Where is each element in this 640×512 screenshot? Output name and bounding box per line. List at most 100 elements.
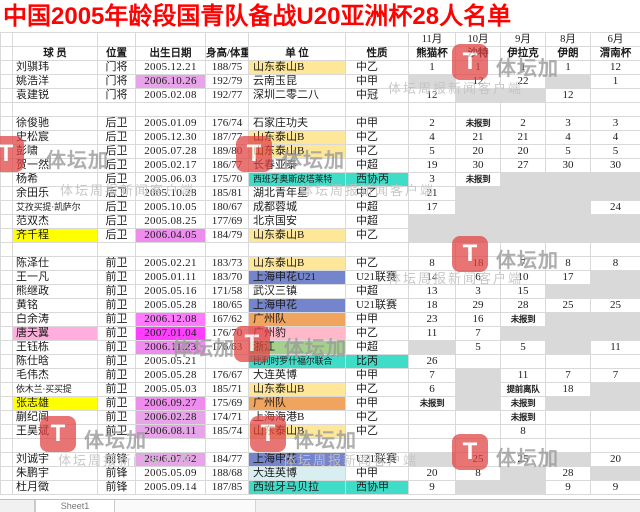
callup-cell[interactable]: 5 [455,340,501,355]
callup-cell[interactable] [500,172,546,187]
edge-cell[interactable] [0,480,13,495]
position-cell[interactable]: 前卫 [97,312,136,327]
callup-cell[interactable] [590,396,640,411]
empty-cell[interactable] [408,102,456,117]
edge-cell[interactable] [0,60,13,75]
height-weight-cell[interactable]: 188/75 [205,60,249,75]
empty-cell[interactable] [545,438,591,453]
callup-cell[interactable] [455,480,501,495]
club-cell[interactable]: 北京国安 [248,214,346,229]
edge-cell[interactable] [0,228,13,243]
birthdate-cell[interactable]: 2006.12.08 [135,312,206,327]
edge-cell[interactable] [0,116,13,131]
club-cell[interactable]: 山东泰山B [248,228,346,243]
position-cell[interactable]: 后卫 [97,214,136,229]
callup-cell[interactable]: 3 [545,116,591,131]
birthdate-cell[interactable]: 2006.08.11 [135,424,206,439]
callup-cell[interactable]: 3 [455,284,501,299]
player-name-cell[interactable]: 齐千程 [12,228,98,243]
edge-cell[interactable] [0,270,13,285]
edge-cell[interactable] [0,200,13,215]
club-cell[interactable]: 上海海港B [248,410,346,425]
empty-cell[interactable] [455,102,501,117]
club-cell[interactable]: 石家庄功夫 [248,116,346,131]
player-name-cell[interactable]: 王钰栋 [12,340,98,355]
callup-cell[interactable]: 1 [500,60,546,75]
header-height-weight[interactable]: 身高/体重 [205,46,249,61]
callup-cell[interactable] [545,312,591,327]
club-cell[interactable]: 成都蓉城 [248,200,346,215]
empty-cell[interactable] [97,242,136,257]
callup-cell[interactable]: 5 [590,144,640,159]
month-header[interactable]: 6月 [590,32,640,47]
edge-cell[interactable] [0,144,13,159]
callup-cell[interactable]: 25 [590,298,640,313]
callup-cell[interactable]: 11 [590,340,640,355]
height-weight-cell[interactable]: 171/58 [205,284,249,299]
league-cell[interactable]: 中乙 [345,326,409,341]
callup-cell[interactable] [590,410,640,425]
player-name-cell[interactable]: 唐天翼 [12,326,98,341]
callup-cell[interactable] [500,200,546,215]
position-cell[interactable]: 前卫 [97,368,136,383]
event-header[interactable]: 沙特 [455,46,501,61]
club-cell[interactable]: 山东泰山B [248,256,346,271]
header-position[interactable]: 位置 [97,46,136,61]
callup-cell[interactable] [545,214,591,229]
tab-nav-area[interactable] [0,500,35,512]
player-name-cell[interactable]: 依木兰·买买提 [12,382,98,397]
callup-cell[interactable]: 18 [408,298,456,313]
month-header[interactable]: 11月 [408,32,456,47]
callup-cell[interactable] [545,424,591,439]
player-name-cell[interactable]: 朱鹏宇 [12,466,98,481]
edge-cell[interactable] [0,256,13,271]
edge-cell[interactable] [0,424,13,439]
callup-cell[interactable] [590,172,640,187]
player-name-cell[interactable]: 姚浩洋 [12,74,98,89]
birthdate-cell[interactable]: 2005.06.03 [135,172,206,187]
callup-cell[interactable] [455,382,501,397]
callup-cell[interactable]: 1 [545,60,591,75]
empty-cell[interactable] [248,102,346,117]
sheet-tab[interactable]: Sheet1 [35,500,115,512]
club-cell[interactable]: 上海申花 [248,298,346,313]
player-name-cell[interactable]: 余田乐 [12,186,98,201]
callup-cell[interactable]: 25 [500,452,546,467]
position-cell[interactable]: 门将 [97,88,136,103]
player-name-cell[interactable]: 刘骐玮 [12,60,98,75]
callup-cell[interactable] [545,326,591,341]
position-cell[interactable]: 后卫 [97,144,136,159]
edge-cell[interactable] [0,466,13,481]
position-cell[interactable]: 前锋 [97,480,136,495]
callup-cell[interactable] [545,228,591,243]
player-name-cell[interactable]: 陈泽仕 [12,256,98,271]
callup-cell[interactable]: 27 [500,158,546,173]
empty-cell[interactable] [135,242,206,257]
callup-cell[interactable]: 5 [500,340,546,355]
callup-cell[interactable]: 7 [590,368,640,383]
birthdate-cell[interactable]: 2005.02.17 [135,158,206,173]
callup-cell[interactable]: 25 [455,452,501,467]
callup-cell[interactable]: 30 [545,158,591,173]
callup-cell[interactable]: 28 [500,298,546,313]
height-weight-cell[interactable]: 176/63 [205,340,249,355]
callup-cell[interactable] [455,214,501,229]
edge-cell[interactable] [0,130,13,145]
player-name-cell[interactable]: 杨希 [12,172,98,187]
player-name-cell[interactable]: 黄铭 [12,298,98,313]
player-name-cell[interactable]: 王一凡 [12,270,98,285]
empty-cell[interactable] [500,102,546,117]
header-birthdate[interactable]: 出生日期 [135,46,206,61]
player-name-cell[interactable]: 贺一然 [12,158,98,173]
birthdate-cell[interactable]: 2007.01.04 [135,326,206,341]
edge-cell[interactable] [0,452,13,467]
birthdate-cell[interactable]: 2005.10.28 [135,186,206,201]
callup-cell[interactable] [408,452,456,467]
callup-cell[interactable]: 4 [545,130,591,145]
club-cell[interactable]: 云南玉昆 [248,74,346,89]
month-header[interactable]: 8月 [545,32,591,47]
callup-cell[interactable]: 21 [408,186,456,201]
height-weight-cell[interactable]: 183/73 [205,256,249,271]
club-cell[interactable]: 山东泰山B [248,424,346,439]
height-weight-cell[interactable]: 184/79 [205,228,249,243]
